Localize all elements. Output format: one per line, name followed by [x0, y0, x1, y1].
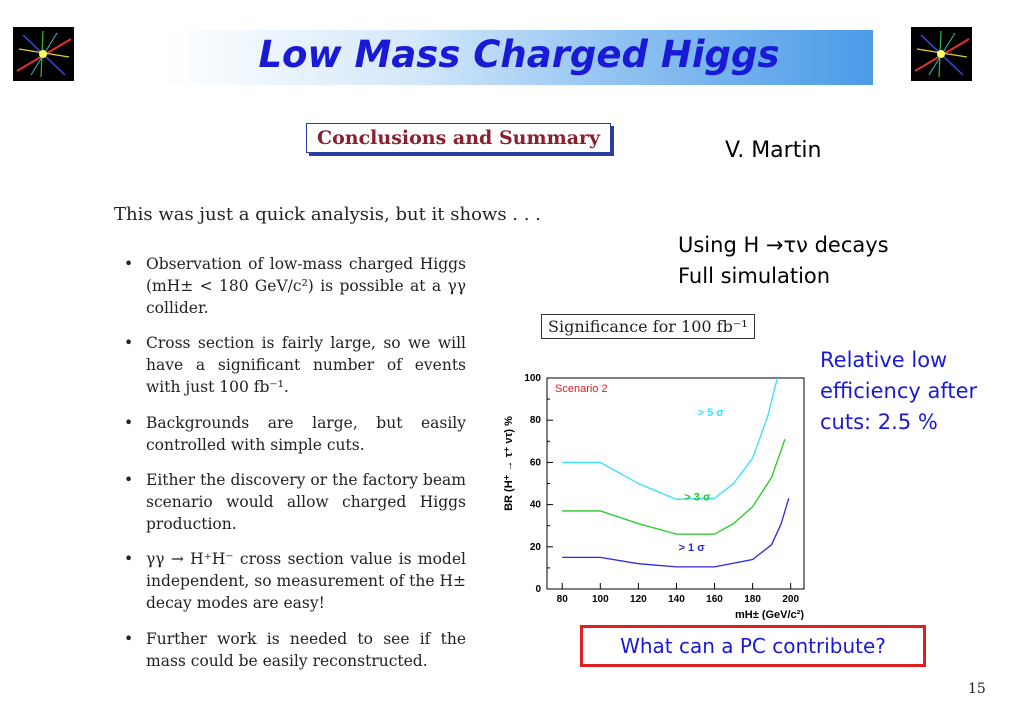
method-note: Using H →τν decays Full simulation — [678, 230, 889, 292]
series-line — [562, 377, 778, 500]
series-label: > 3 σ — [684, 491, 711, 503]
x-axis-label: mH± (GeV/c²) — [735, 609, 804, 620]
bullet-text: γγ → H⁺H⁻ cross section value is model i… — [146, 550, 466, 612]
scenario-label: Scenario 2 — [555, 383, 608, 395]
y-tick-label: 60 — [530, 457, 542, 468]
significance-chart: 80 100 120 140 160 180 200 0 20 40 60 80 100 mH± (GeV… — [503, 373, 805, 620]
x-tick-label: 80 — [557, 594, 569, 605]
bullet-text: Observation of low-mass charged Higgs (m… — [146, 255, 466, 317]
series-label: > 5 σ — [698, 407, 725, 419]
series-label: > 1 σ — [679, 542, 706, 554]
event-display-logo-right — [911, 27, 972, 81]
event-display-icon — [914, 30, 970, 78]
efficiency-note: Relative low efficiency after cuts: 2.5 … — [820, 345, 977, 438]
x-tick-label: 120 — [630, 594, 647, 605]
series-line — [562, 438, 786, 535]
list-item: • Either the discovery or the factory bea… — [124, 471, 466, 533]
y-tick-label: 0 — [535, 584, 541, 595]
efficiency-line: efficiency after — [820, 379, 978, 403]
list-item: • Backgrounds are large, but easily contr… — [124, 414, 466, 454]
x-tick-label: 140 — [668, 594, 685, 605]
bullet-text: Backgrounds are large, but easily contro… — [146, 414, 466, 454]
list-item: • γγ → H⁺H⁻ cross section value is model … — [124, 550, 466, 612]
list-item: • Further work is needed to see if the ma… — [124, 630, 466, 670]
method-line: Full simulation — [678, 264, 831, 288]
bullet-text: Cross section is fairly large, so we wil… — [146, 334, 466, 396]
author-name: V. Martin — [725, 138, 822, 163]
y-axis-label: BR (H⁺ → τ⁺ ντ) % — [503, 416, 515, 511]
title-banner — [165, 30, 873, 85]
y-tick-label: 40 — [530, 500, 542, 511]
y-tick-label: 20 — [530, 542, 542, 553]
x-tick-label: 100 — [592, 594, 609, 605]
list-item: • Observation of low-mass charged Higgs (… — [124, 255, 466, 317]
x-tick-label: 200 — [782, 594, 799, 605]
bullet-text: Further work is needed to see if the mas… — [146, 630, 466, 670]
series-line — [562, 498, 790, 568]
method-line: Using H →τν decays — [678, 233, 889, 257]
x-tick-label: 160 — [706, 594, 723, 605]
chart-title-box: Significance for 100 fb⁻¹ — [541, 314, 755, 339]
efficiency-line: cuts: 2.5 % — [820, 410, 938, 434]
slide-title: Low Mass Charged Higgs — [258, 33, 780, 76]
question-box: What can a PC contribute? — [580, 625, 926, 667]
event-display-icon — [16, 30, 72, 78]
efficiency-line: Relative low — [820, 348, 948, 372]
event-display-logo-left — [13, 27, 74, 81]
intro-text: This was just a quick analysis, but it s… — [114, 204, 541, 225]
bullet-text: Either the discovery or the factory beam… — [146, 471, 466, 533]
y-tick-label: 100 — [524, 373, 541, 384]
x-tick-label: 180 — [744, 594, 761, 605]
y-tick-label: 80 — [530, 415, 542, 426]
list-item: • Cross section is fairly large, so we wi… — [124, 334, 466, 396]
section-title-box: Conclusions and Summary — [306, 123, 612, 153]
page-number: 15 — [968, 681, 986, 697]
